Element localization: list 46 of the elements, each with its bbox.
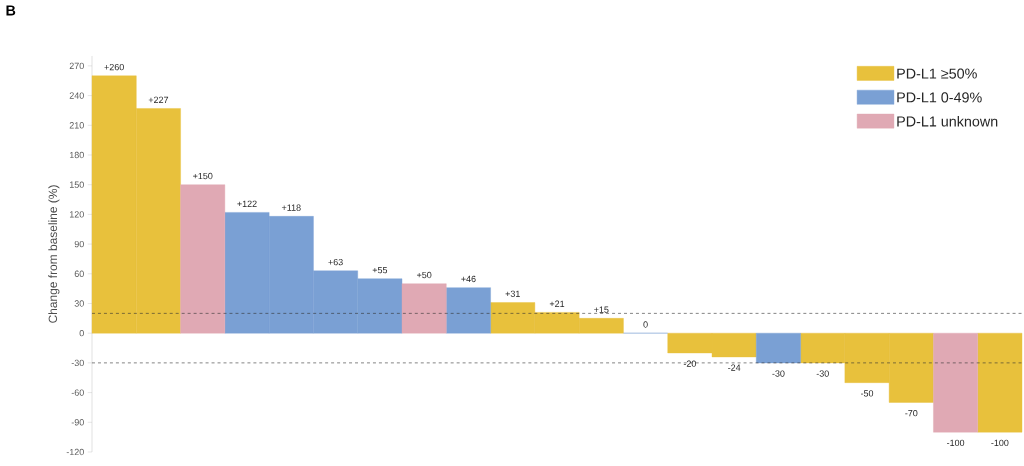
y-axis-title: Change from baseline (%)	[48, 185, 60, 323]
data-label: +118	[281, 204, 301, 211]
y-tick-label: -30	[71, 359, 84, 367]
data-label: +55	[372, 266, 388, 274]
chart-title: B	[6, 5, 16, 16]
y-tick-label: 210	[69, 122, 84, 129]
bar	[446, 287, 491, 334]
data-label: +150	[193, 172, 213, 180]
data-label: -50	[860, 390, 874, 397]
data-label: +122	[237, 200, 257, 207]
data-label: -30	[816, 370, 829, 377]
data-label: +46	[461, 275, 476, 283]
y-tick-label: 120	[69, 211, 84, 218]
data-label: +15	[594, 306, 609, 313]
y-tick-label: 180	[69, 151, 84, 159]
y-tick-label: -120	[66, 448, 84, 456]
data-label: 0	[643, 321, 648, 328]
y-tick-label: -60	[71, 389, 84, 396]
data-label: +260	[104, 63, 124, 71]
data-label: +50	[416, 271, 432, 279]
bar	[756, 332, 801, 364]
data-label: -100	[947, 439, 965, 447]
bar	[180, 184, 226, 334]
legend-label: PD-L1 0-49%	[897, 92, 982, 103]
bar	[401, 283, 447, 334]
y-tick-label: 30	[74, 300, 84, 307]
y-tick-label: 150	[69, 181, 84, 188]
data-label: -30	[772, 370, 785, 377]
bar	[933, 332, 978, 433]
y-tick-label: 240	[69, 92, 84, 99]
legend-label: PD-L1 unknown	[897, 116, 998, 127]
y-tick-label: 270	[69, 62, 84, 70]
y-tick-label: 60	[74, 270, 84, 277]
y-tick-label: 0	[79, 330, 84, 337]
data-label: +21	[549, 300, 565, 307]
data-label: +227	[148, 96, 169, 103]
data-label: +63	[328, 258, 343, 266]
data-label: -70	[905, 409, 918, 417]
y-tick-label: 90	[74, 240, 84, 248]
data-label: -24	[728, 364, 741, 371]
data-label: +31	[505, 290, 520, 297]
y-tick-label: -90	[71, 419, 84, 426]
data-label: -100	[991, 439, 1009, 447]
legend-label: PD-L1 ≥50%	[897, 68, 977, 79]
bar	[977, 332, 1023, 433]
data-label: -20	[683, 360, 696, 367]
